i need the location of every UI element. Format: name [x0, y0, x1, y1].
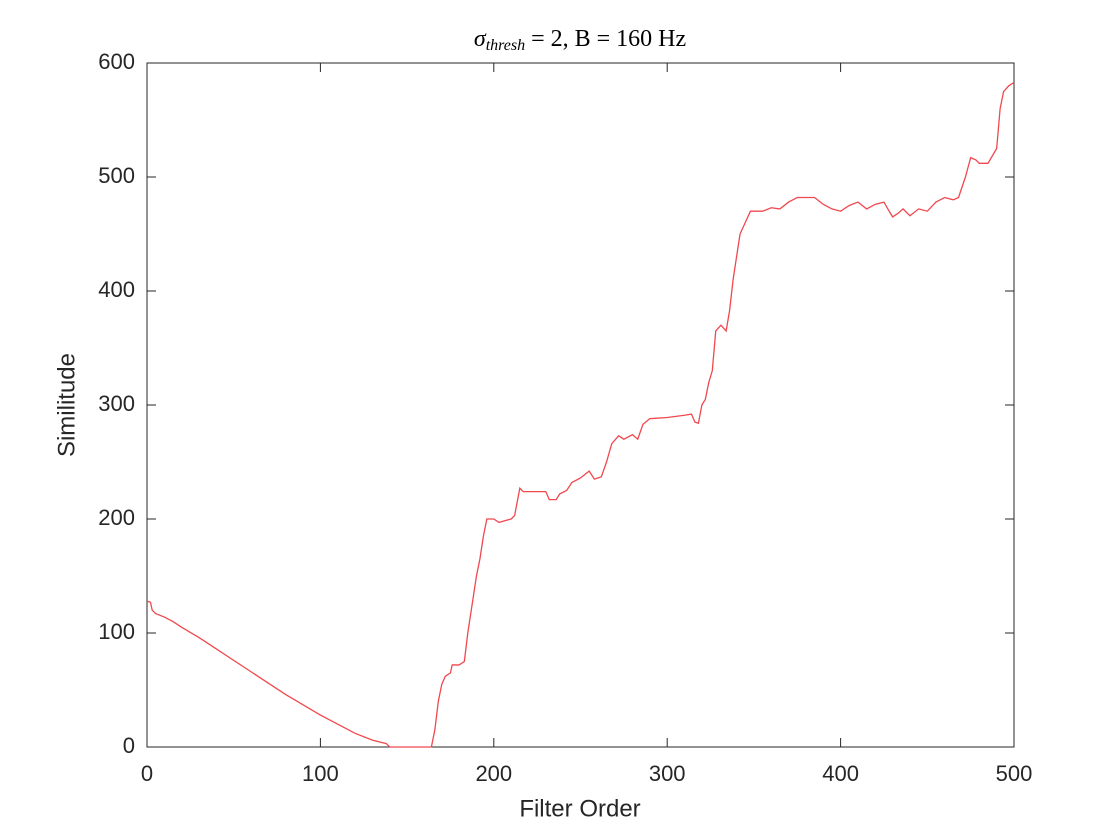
data-line [146, 81, 1015, 748]
x-axis-label: Filter Order [519, 795, 640, 822]
y-tick-label: 600 [98, 49, 135, 74]
y-axis-label: Similitude [53, 353, 80, 457]
y-tick-label: 300 [98, 391, 135, 416]
x-tick-label: 400 [822, 761, 859, 786]
y-tick-label: 0 [123, 733, 135, 758]
plot-area [146, 62, 1015, 748]
y-tick-label: 400 [98, 277, 135, 302]
x-tick-label: 200 [475, 761, 512, 786]
y-tick-label: 100 [98, 619, 135, 644]
title-rest: = 2, B = 160 Hz [531, 26, 686, 52]
x-tick-label: 500 [996, 761, 1033, 786]
x-tick-label: 300 [649, 761, 686, 786]
chart-title: σthresh = 2, B = 160 Hz [474, 26, 686, 54]
x-tick-label: 0 [141, 761, 153, 786]
title-symbol: σ [474, 26, 487, 52]
y-tick-label: 500 [98, 163, 135, 188]
x-tick-label: 100 [302, 761, 339, 786]
y-tick-label: 200 [98, 505, 135, 530]
title-subscript: thresh [486, 37, 525, 54]
